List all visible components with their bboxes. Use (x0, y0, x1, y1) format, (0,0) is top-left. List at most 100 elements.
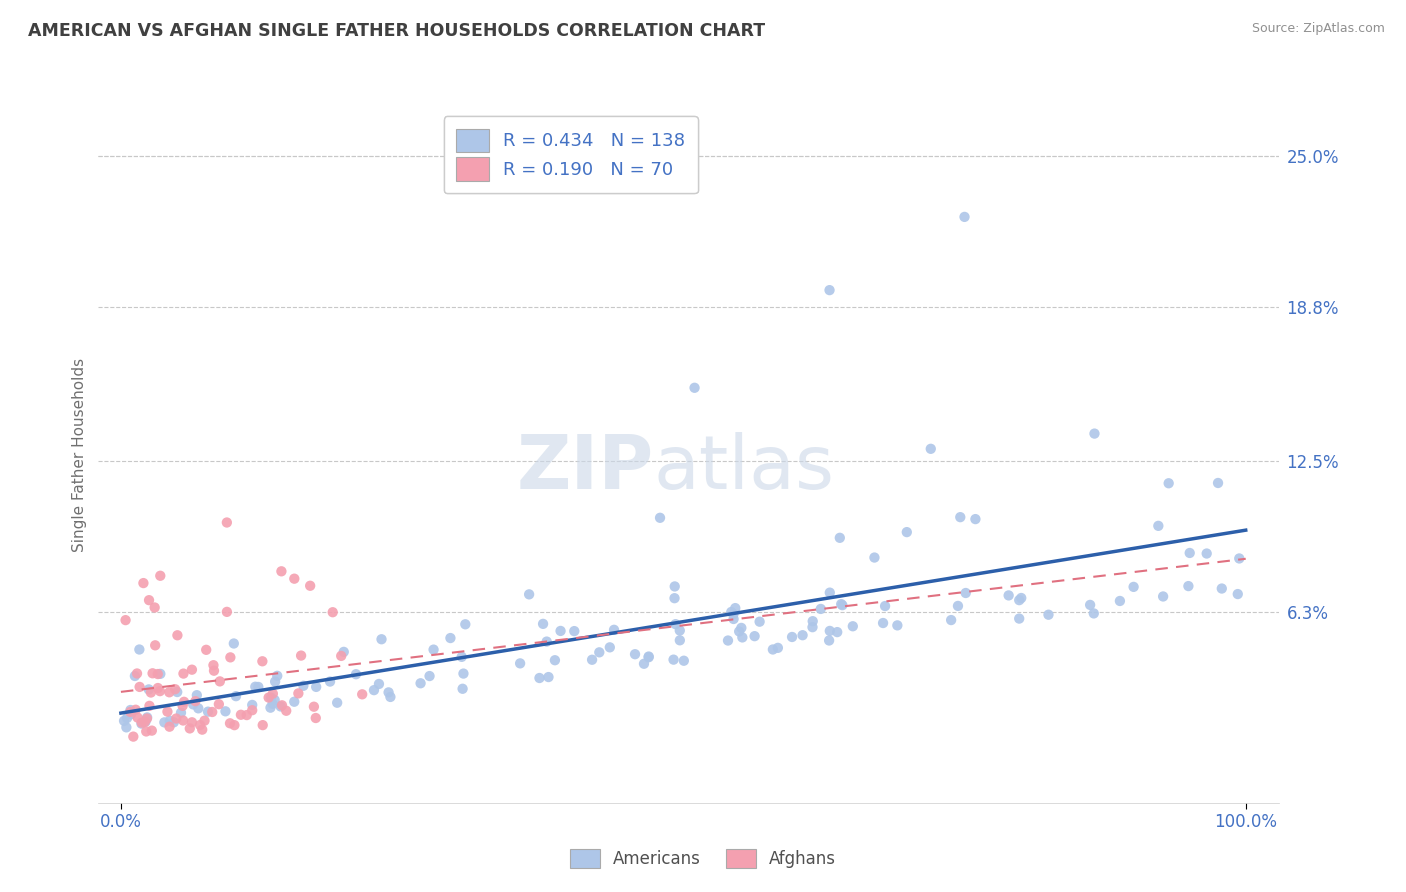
Point (818, 283, 841, 297)
Point (831, 598, 853, 612)
Point (115, 711, 138, 725)
Point (143, 638, 166, 652)
Point (550, 624, 572, 638)
Point (363, 683, 385, 698)
Point (240, 703, 263, 717)
Point (165, 682, 187, 697)
Point (225, 689, 247, 703)
Point (115, 720, 138, 734)
Point (825, 625, 848, 640)
Point (292, 679, 315, 693)
Point (299, 579, 322, 593)
Point (731, 631, 754, 645)
Point (141, 723, 163, 738)
Point (801, 620, 824, 634)
Point (748, 615, 770, 629)
Point (322, 605, 344, 619)
Point (214, 704, 236, 718)
Point (728, 624, 751, 639)
Point (818, 633, 841, 648)
Point (451, 681, 474, 696)
Point (240, 698, 263, 712)
Point (138, 593, 160, 607)
Point (1109, 594, 1132, 608)
Point (202, 664, 225, 678)
Point (886, 618, 908, 632)
Point (896, 525, 918, 540)
Point (997, 589, 1019, 603)
Point (830, 597, 852, 611)
Point (1083, 607, 1105, 621)
Point (872, 615, 894, 630)
Point (270, 564, 292, 578)
Legend: R = 0.434   N = 138, R = 0.190   N = 70: R = 0.434 N = 138, R = 0.190 N = 70 (444, 116, 697, 194)
Point (662, 653, 685, 667)
Point (112, 714, 135, 728)
Point (138, 682, 160, 697)
Point (114, 613, 136, 627)
Point (801, 614, 824, 628)
Point (380, 690, 402, 704)
Point (873, 599, 896, 613)
Point (305, 711, 328, 725)
Point (517, 587, 540, 601)
Point (723, 612, 745, 626)
Point (193, 714, 215, 728)
Point (1147, 519, 1170, 533)
Point (1226, 587, 1249, 601)
Point (955, 586, 977, 600)
Point (120, 703, 142, 717)
Point (810, 602, 832, 616)
Point (1078, 598, 1101, 612)
Point (127, 710, 149, 724)
Point (302, 699, 325, 714)
Point (1157, 476, 1180, 491)
Point (588, 645, 610, 659)
Point (633, 657, 655, 671)
Point (828, 531, 851, 545)
Point (125, 703, 148, 717)
Point (599, 640, 621, 655)
Point (326, 696, 349, 710)
Point (187, 701, 209, 715)
Point (188, 718, 211, 732)
Point (439, 631, 461, 645)
Point (134, 714, 156, 729)
Point (1206, 475, 1229, 490)
Point (172, 666, 194, 681)
Point (723, 607, 745, 622)
Point (149, 684, 172, 698)
Point (720, 605, 742, 619)
Point (184, 694, 207, 708)
Point (637, 649, 659, 664)
Point (181, 698, 204, 712)
Point (283, 572, 305, 586)
Point (266, 669, 288, 683)
Point (683, 381, 706, 395)
Point (219, 650, 242, 665)
Point (120, 705, 142, 719)
Text: AMERICAN VS AFGHAN SINGLE FATHER HOUSEHOLDS CORRELATION CHART: AMERICAN VS AFGHAN SINGLE FATHER HOUSEHO… (28, 22, 765, 40)
Point (166, 685, 188, 699)
Point (143, 600, 166, 615)
Point (531, 616, 554, 631)
Point (149, 568, 172, 582)
Point (138, 698, 160, 713)
Point (332, 645, 354, 659)
Legend: Americans, Afghans: Americans, Afghans (562, 842, 844, 875)
Point (672, 654, 695, 668)
Point (201, 705, 224, 719)
Point (262, 697, 284, 711)
Point (271, 698, 294, 713)
Point (454, 617, 477, 632)
Point (744, 629, 766, 643)
Text: atlas: atlas (654, 433, 835, 506)
Point (135, 724, 157, 739)
Point (648, 510, 671, 524)
Point (305, 680, 328, 694)
Point (219, 716, 242, 731)
Point (252, 654, 274, 668)
Point (142, 666, 165, 681)
Point (170, 706, 193, 720)
Point (1010, 591, 1032, 605)
